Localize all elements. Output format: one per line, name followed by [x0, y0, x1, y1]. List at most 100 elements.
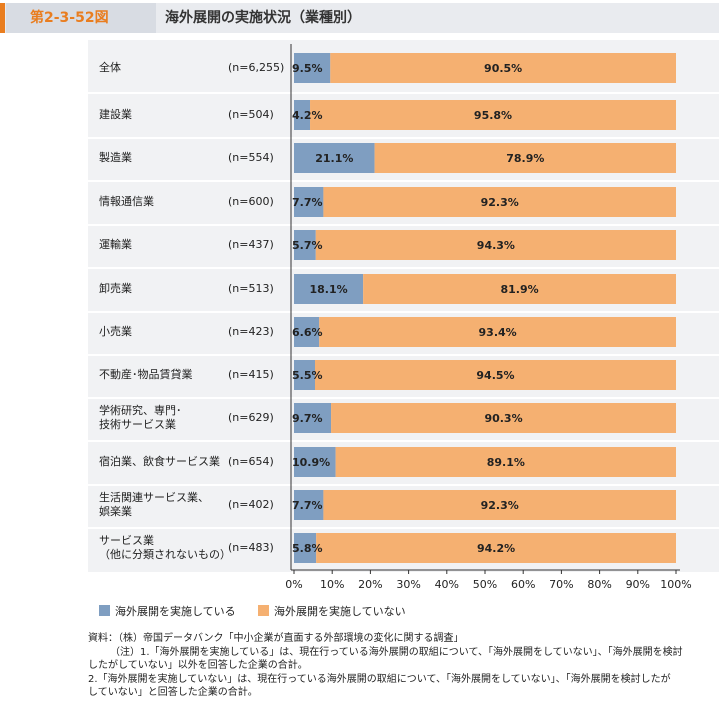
figure-number: 第2-3-52図 [6, 3, 156, 33]
category-label: 全体 [99, 61, 121, 74]
bar-segment-implemented [294, 490, 324, 520]
data-label-implemented: 4.2% [292, 109, 323, 122]
figure-header: 第2-3-52図 海外展開の実施状況（業種別） [0, 3, 719, 33]
category-label: 生活関連サービス業、 娯楽業 [99, 491, 209, 518]
bar-segment-not-implemented [331, 403, 676, 433]
bar-segment-not-implemented [319, 317, 676, 347]
sample-size-label: (n=437) [228, 238, 274, 251]
stacked-bar-chart: 9.5% 90.5% 4.2% 95.8% 21.1% 78.9% 7.7% 92.3% 5.7… [285, 44, 692, 591]
bar-segment-not-implemented [315, 230, 676, 260]
bar-segment-implemented [294, 143, 375, 173]
row-separator [88, 224, 719, 226]
category-label: 情報通信業 [99, 195, 154, 208]
sample-size-label: (n=6,255) [228, 61, 285, 74]
sample-size-label: (n=402) [228, 498, 274, 511]
row-separator [88, 440, 719, 442]
data-label-not-implemented: 94.5% [476, 369, 514, 382]
legend-label-not-implemented: 海外展開を実施していない [274, 605, 406, 618]
category-label: 不動産･物品賃貸業 [99, 368, 193, 381]
row-separator [88, 311, 719, 313]
figure-title: 海外展開の実施状況（業種別） [165, 10, 361, 26]
note-2-line-1: 2.「海外展開を実施していない」は、現在行っている海外展開の取組について、「海外… [88, 673, 671, 685]
bar-segment-implemented [294, 317, 320, 347]
data-label-implemented: 5.7% [292, 239, 323, 252]
data-label-implemented: 7.7% [292, 499, 323, 512]
bar-segment-implemented [294, 230, 316, 260]
header-accent-bar [0, 3, 5, 33]
row-separator [88, 397, 719, 399]
data-label-not-implemented: 94.2% [477, 542, 515, 555]
x-tick-label: 10% [320, 578, 344, 591]
row-separator [88, 92, 719, 94]
category-label: 製造業 [99, 151, 132, 164]
data-label-implemented: 18.1% [309, 283, 347, 296]
legend-label-implemented: 海外展開を実施している [115, 605, 236, 618]
bar-segment-not-implemented [330, 53, 676, 83]
row-separator [88, 484, 719, 486]
note-1-line-1: （注）1.「海外展開を実施している」は、現在行っている海外展開の取組について、「… [110, 646, 683, 658]
x-tick-label: 60% [511, 578, 535, 591]
bar-segment-not-implemented [323, 490, 676, 520]
data-label-not-implemented: 81.9% [500, 283, 538, 296]
sample-size-label: (n=423) [228, 325, 274, 338]
bar-segment-implemented [294, 360, 316, 390]
category-label: 卸売業 [99, 282, 132, 295]
row-separator [88, 354, 719, 356]
data-label-not-implemented: 95.8% [474, 109, 512, 122]
data-label-implemented: 5.8% [292, 542, 323, 555]
bar-segment-not-implemented [335, 447, 676, 477]
category-label: サービス業 （他に分類されないもの） [99, 534, 231, 561]
sample-size-label: (n=554) [228, 151, 274, 164]
bar-segment-implemented [294, 187, 324, 217]
sample-size-label: (n=504) [228, 108, 274, 121]
sample-size-label: (n=654) [228, 455, 274, 468]
row-separator [88, 527, 719, 529]
x-tick-label: 70% [549, 578, 573, 591]
sample-size-label: (n=629) [228, 411, 274, 424]
legend-item-not-implemented: 海外展開を実施していない [258, 605, 406, 618]
category-label: 宿泊業、飲食サービス業 [99, 455, 220, 468]
data-label-not-implemented: 90.5% [484, 62, 522, 75]
sample-size-label: (n=513) [228, 282, 274, 295]
data-label-not-implemented: 93.4% [479, 326, 517, 339]
x-tick-label: 40% [435, 578, 459, 591]
category-label: 学術研究、専門･ 技術サービス業 [99, 404, 182, 431]
category-label: 小売業 [99, 325, 132, 338]
bar-segment-not-implemented [310, 100, 676, 130]
bar-segment-implemented [294, 53, 331, 83]
bar-segment-implemented [294, 447, 336, 477]
data-label-implemented: 6.6% [292, 326, 323, 339]
sample-size-label: (n=600) [228, 195, 274, 208]
data-label-implemented: 21.1% [315, 152, 353, 165]
bar-segment-implemented [294, 403, 332, 433]
bar-segment-implemented [294, 274, 364, 304]
row-separator [88, 180, 719, 182]
row-separator [88, 137, 719, 139]
bar-segment-not-implemented [315, 360, 676, 390]
category-label: 建設業 [99, 108, 132, 121]
row-separator [88, 267, 719, 269]
data-label-implemented: 10.9% [292, 456, 330, 469]
x-tick-label: 0% [285, 578, 302, 591]
data-label-not-implemented: 90.3% [484, 412, 522, 425]
x-tick-label: 100% [660, 578, 691, 591]
legend-swatch-implemented [99, 605, 110, 616]
data-label-not-implemented: 78.9% [506, 152, 544, 165]
data-label-not-implemented: 89.1% [487, 456, 525, 469]
data-label-not-implemented: 92.3% [481, 196, 519, 209]
x-tick-label: 50% [473, 578, 497, 591]
sample-size-label: (n=483) [228, 541, 274, 554]
data-label-implemented: 9.7% [292, 412, 323, 425]
sample-size-label: (n=415) [228, 368, 274, 381]
legend-swatch-not-implemented [258, 605, 269, 616]
x-tick-label: 90% [626, 578, 650, 591]
note-source: 資料：（株）帝国データバンク「中小企業が直面する外部環境の変化に関する調査」 [88, 633, 464, 644]
note-1-line-2: したがしていない」以外を回答した企業の合計。 [88, 660, 308, 672]
source-notes: 資料：（株）帝国データバンク「中小企業が直面する外部環境の変化に関する調査」 （… [88, 632, 713, 700]
bar-segment-not-implemented [316, 533, 676, 563]
category-label: 運輸業 [99, 238, 132, 251]
bar-segment-not-implemented [363, 274, 676, 304]
data-label-implemented: 5.5% [292, 369, 323, 382]
data-label-not-implemented: 92.3% [481, 499, 519, 512]
legend-item-implemented: 海外展開を実施している [99, 605, 236, 618]
